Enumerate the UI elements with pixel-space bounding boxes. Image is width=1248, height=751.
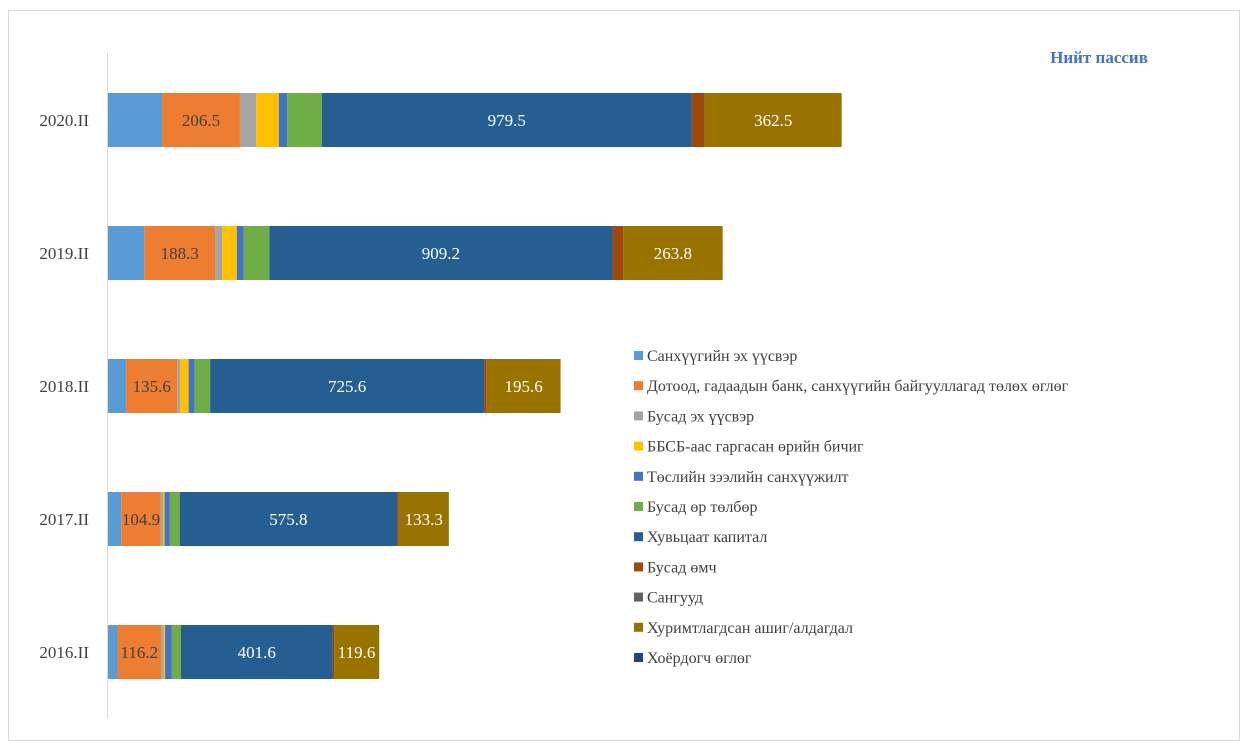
stacked-bar-chart: Нийт пассив 2020.II 2019.II 2018.II 2017.II…: [39, 48, 1148, 718]
bar-segment: [108, 359, 127, 413]
legend-swatch: [634, 622, 643, 632]
legend-swatch: [634, 562, 643, 572]
bar-segment: [222, 226, 237, 280]
legend-swatch: [634, 441, 643, 451]
bar-segment: [117, 625, 162, 679]
bar-segment: [161, 93, 240, 147]
data-label: 133.3: [405, 510, 443, 529]
bar-segment: [194, 359, 211, 413]
legend-label: Хоёрдогч өглөг: [647, 650, 752, 667]
bar-segment: [287, 93, 322, 147]
data-label: 104.9: [122, 510, 160, 529]
data-label: 575.8: [269, 510, 307, 529]
data-label: 362.5: [754, 111, 792, 130]
legend-swatch: [634, 351, 643, 360]
bar-segment: [163, 492, 165, 546]
bar-segment: [163, 625, 166, 679]
bar-segment: [612, 226, 624, 280]
bar-segment: [210, 359, 485, 413]
data-label: 195.6: [505, 377, 543, 396]
bar-segment: [108, 226, 145, 280]
legend-label: Бусад эх үүсвэр: [647, 408, 754, 425]
category-labels: 2020.II 2019.II 2018.II 2017.II 2016.II: [39, 111, 89, 662]
data-label: 135.6: [133, 377, 171, 396]
legend-label: ББСБ-аас гаргасан өрийн бичиг: [647, 439, 864, 456]
legend-label: Дотоод, гадаадын банк, санхүүгийн байгуу…: [647, 378, 1069, 395]
bar-segment: [161, 625, 164, 679]
bar-segment: [188, 359, 195, 413]
legend-swatch: [634, 381, 643, 391]
bar-segment: [334, 625, 380, 679]
bar-segment: [236, 226, 244, 280]
data-label: 116.2: [121, 643, 159, 662]
bar-segment: [108, 625, 118, 679]
bar-segment: [108, 93, 162, 147]
data-label: 725.6: [328, 377, 366, 396]
bar-segment: [398, 492, 449, 546]
legend-label: Бусад өр төлбөр: [647, 499, 757, 516]
legend-label: Бусад өмч: [647, 559, 717, 576]
bar-segment: [321, 93, 692, 147]
bar-segment: [215, 226, 223, 280]
bar-segment: [239, 93, 257, 147]
bar-segment: [256, 93, 279, 147]
bar-segment: [691, 93, 705, 147]
legend: Санхүүгийн эх үүсвэр Дотоод, гадаадын бан…: [634, 348, 1069, 667]
legend-label: Төслийн зээлийн санхүүжилт: [647, 469, 849, 486]
legend-label: Санхүүгийн эх үүсвэр: [647, 348, 797, 365]
bar-segment: [332, 625, 335, 679]
category-label: 2020.II: [39, 111, 89, 130]
bar-segment: [160, 492, 164, 546]
legend-swatch: [634, 471, 643, 481]
data-label: 909.2: [422, 244, 460, 263]
data-label: 188.3: [161, 244, 199, 263]
bar-segment: [623, 226, 723, 280]
data-label: 979.5: [488, 111, 526, 130]
bar-segment: [180, 625, 333, 679]
legend-swatch: [634, 502, 643, 511]
data-label: 206.5: [182, 111, 220, 130]
bars-group: [108, 93, 842, 679]
bar-segment: [278, 93, 288, 147]
data-label: 119.6: [338, 643, 376, 662]
bar-segment: [486, 359, 561, 413]
legend-label: Хувьцаат капитал: [647, 529, 767, 546]
data-label: 401.6: [238, 643, 276, 662]
bar-segment: [243, 226, 270, 280]
bar-segment: [171, 625, 181, 679]
legend-swatch: [634, 532, 643, 542]
bar-segment: [169, 492, 180, 546]
bar-segment: [177, 359, 181, 413]
bar-segment: [397, 492, 399, 546]
legend-swatch: [634, 411, 643, 421]
chart-frame: Нийт пассив 2020.II 2019.II 2018.II 2017.II…: [8, 10, 1240, 741]
category-label: 2019.II: [39, 244, 89, 263]
bar-segment: [165, 625, 172, 679]
bar-segment: [108, 492, 122, 546]
bar-segment: [704, 93, 842, 147]
bar-segment: [144, 226, 216, 280]
bar-segment: [269, 226, 613, 280]
category-label: 2017.II: [39, 510, 89, 529]
legend-label: Хуримтлагдсан ашиг/алдагдал: [647, 620, 853, 637]
category-label: 2016.II: [39, 643, 89, 662]
legend-swatch: [634, 653, 643, 662]
bar-segment: [180, 359, 189, 413]
data-label: 263.8: [654, 244, 692, 263]
legend-label: Сангууд: [647, 590, 703, 607]
category-label: 2018.II: [39, 377, 89, 396]
bar-segment: [179, 492, 398, 546]
bar-segment: [126, 359, 178, 413]
bar-segment: [121, 492, 161, 546]
legend-swatch: [634, 592, 643, 602]
data-labels: 206.5 188.3 135.6 104.9 116.2 979.5 909.2 725.6…: [121, 111, 793, 662]
bar-segment: [164, 492, 170, 546]
bar-segment: [484, 359, 487, 413]
chart-title: Нийт пассив: [1050, 48, 1148, 67]
